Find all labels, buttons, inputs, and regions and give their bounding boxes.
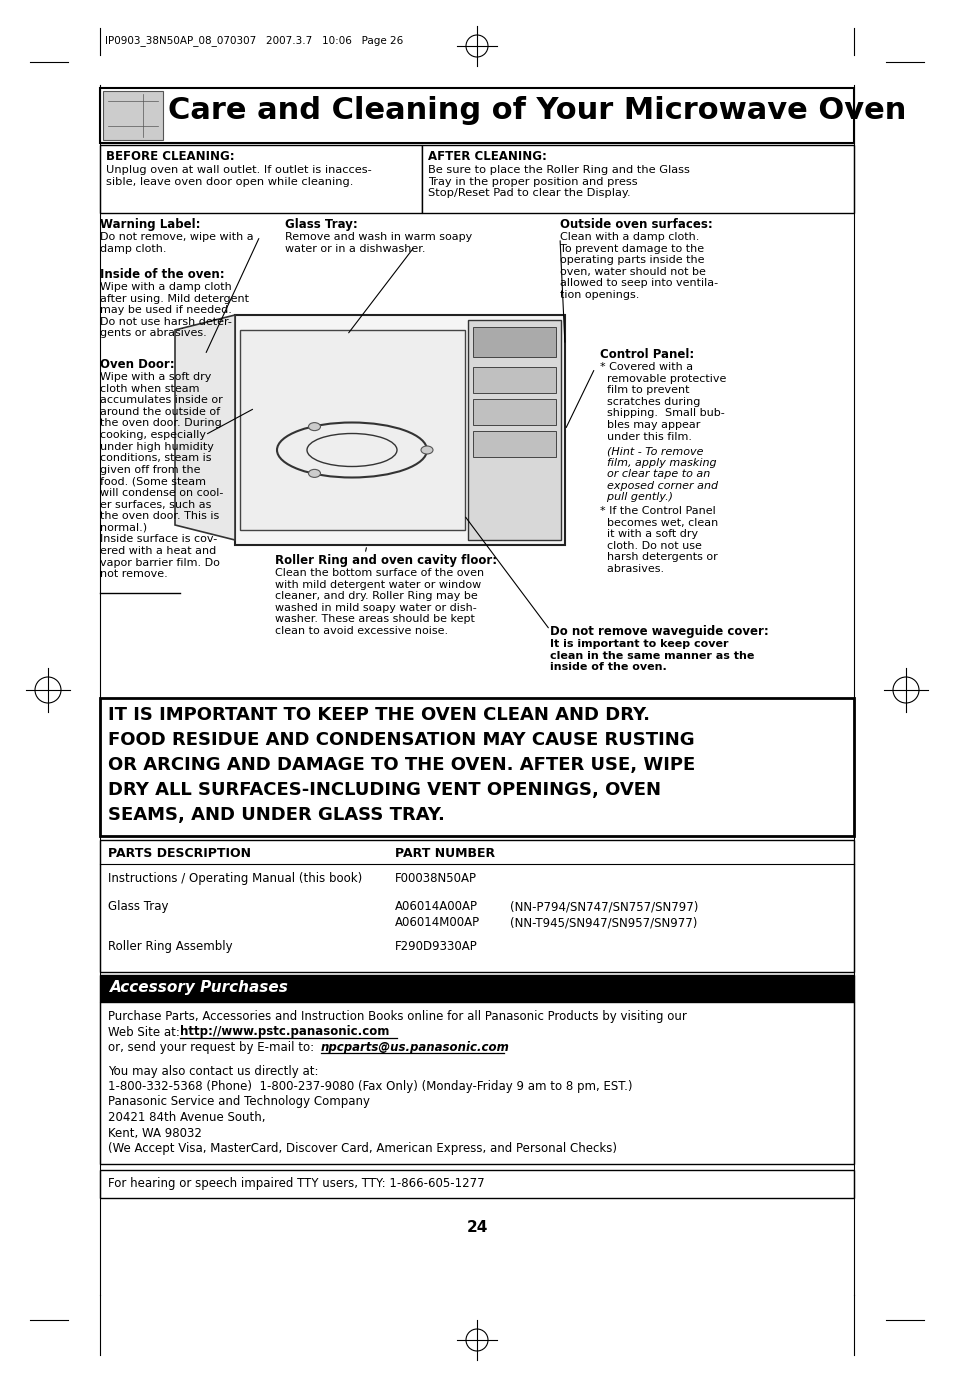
Text: * Covered with a
  removable protective
  film to prevent
  scratches during
  s: * Covered with a removable protective fi… bbox=[599, 362, 725, 441]
Text: Outside oven surfaces:: Outside oven surfaces: bbox=[559, 219, 712, 231]
Ellipse shape bbox=[308, 469, 320, 477]
Text: Glass Tray:: Glass Tray: bbox=[285, 219, 357, 231]
Text: npcparts@us.panasonic.com: npcparts@us.panasonic.com bbox=[320, 1041, 509, 1054]
Bar bbox=[103, 91, 163, 140]
Text: Clean the bottom surface of the oven
with mild detergent water or window
cleaner: Clean the bottom surface of the oven wit… bbox=[274, 568, 483, 636]
Polygon shape bbox=[174, 315, 234, 539]
Bar bbox=[100, 1170, 853, 1198]
Bar bbox=[100, 975, 853, 1003]
Bar bbox=[100, 839, 853, 972]
Text: F00038N50AP: F00038N50AP bbox=[395, 873, 476, 885]
Text: (NN-T945/SN947/SN957/SN977): (NN-T945/SN947/SN957/SN977) bbox=[510, 916, 697, 929]
Text: 24: 24 bbox=[466, 1220, 487, 1235]
Text: Roller Ring Assembly: Roller Ring Assembly bbox=[108, 940, 233, 953]
Text: Inside of the oven:: Inside of the oven: bbox=[100, 268, 224, 281]
Bar bbox=[473, 326, 556, 357]
Text: OR ARCING AND DAMAGE TO THE OVEN. AFTER USE, WIPE: OR ARCING AND DAMAGE TO THE OVEN. AFTER … bbox=[108, 757, 695, 774]
Text: AFTER CLEANING:: AFTER CLEANING: bbox=[428, 149, 546, 163]
Bar bbox=[473, 431, 556, 456]
Text: Panasonic Service and Technology Company: Panasonic Service and Technology Company bbox=[108, 1095, 370, 1109]
Text: http://www.pstc.panasonic.com: http://www.pstc.panasonic.com bbox=[180, 1026, 389, 1039]
Text: Wipe with a damp cloth
after using. Mild detergent
may be used if needed.
Do not: Wipe with a damp cloth after using. Mild… bbox=[100, 282, 249, 339]
Text: Warning Label:: Warning Label: bbox=[100, 219, 200, 231]
Text: DRY ALL SURFACES-INCLUDING VENT OPENINGS, OVEN: DRY ALL SURFACES-INCLUDING VENT OPENINGS… bbox=[108, 781, 660, 799]
Text: Unplug oven at wall outlet. If outlet is inacces-
sible, leave oven door open wh: Unplug oven at wall outlet. If outlet is… bbox=[106, 165, 372, 187]
Text: (Hint - To remove
  film, apply masking
  or clear tape to an
  exposed corner a: (Hint - To remove film, apply masking or… bbox=[599, 445, 718, 502]
Text: IT IS IMPORTANT TO KEEP THE OVEN CLEAN AND DRY.: IT IS IMPORTANT TO KEEP THE OVEN CLEAN A… bbox=[108, 705, 649, 723]
Text: Clean with a damp cloth.
To prevent damage to the
operating parts inside the
ove: Clean with a damp cloth. To prevent dama… bbox=[559, 232, 718, 300]
Text: PARTS DESCRIPTION: PARTS DESCRIPTION bbox=[108, 846, 251, 860]
Bar bbox=[234, 315, 564, 545]
Text: * If the Control Panel
  becomes wet, clean
  it with a soft dry
  cloth. Do not: * If the Control Panel becomes wet, clea… bbox=[599, 506, 718, 574]
Text: PART NUMBER: PART NUMBER bbox=[395, 846, 495, 860]
Text: You may also contact us directly at:: You may also contact us directly at: bbox=[108, 1065, 318, 1077]
Text: A06014A00AP: A06014A00AP bbox=[395, 900, 477, 913]
Text: F290D9330AP: F290D9330AP bbox=[395, 940, 477, 953]
Text: (NN-P794/SN747/SN757/SN797): (NN-P794/SN747/SN757/SN797) bbox=[510, 900, 698, 913]
Text: Roller Ring and oven cavity floor:: Roller Ring and oven cavity floor: bbox=[274, 555, 497, 567]
Text: Care and Cleaning of Your Microwave Oven: Care and Cleaning of Your Microwave Oven bbox=[168, 95, 905, 124]
Bar bbox=[100, 145, 421, 213]
Text: Do not remove waveguide cover:: Do not remove waveguide cover: bbox=[550, 625, 768, 638]
Text: A06014M00AP: A06014M00AP bbox=[395, 916, 479, 929]
Text: For hearing or speech impaired TTY users, TTY: 1-866-605-1277: For hearing or speech impaired TTY users… bbox=[108, 1177, 484, 1189]
Text: It is important to keep cover
clean in the same manner as the
inside of the oven: It is important to keep cover clean in t… bbox=[550, 639, 754, 672]
Bar bbox=[473, 366, 556, 393]
Text: Do not remove, wipe with a
damp cloth.: Do not remove, wipe with a damp cloth. bbox=[100, 232, 253, 253]
Ellipse shape bbox=[420, 445, 433, 454]
Text: BEFORE CLEANING:: BEFORE CLEANING: bbox=[106, 149, 234, 163]
Text: 20421 84th Avenue South,: 20421 84th Avenue South, bbox=[108, 1111, 265, 1124]
Text: Web Site at:: Web Site at: bbox=[108, 1026, 183, 1039]
Text: FOOD RESIDUE AND CONDENSATION MAY CAUSE RUSTING: FOOD RESIDUE AND CONDENSATION MAY CAUSE … bbox=[108, 732, 694, 750]
Text: 1-800-332-5368 (Phone)  1-800-237-9080 (Fax Only) (Monday-Friday 9 am to 8 pm, E: 1-800-332-5368 (Phone) 1-800-237-9080 (F… bbox=[108, 1080, 632, 1093]
Bar bbox=[240, 331, 464, 530]
Text: Glass Tray: Glass Tray bbox=[108, 900, 169, 913]
Bar bbox=[100, 698, 853, 835]
Bar bbox=[473, 400, 556, 425]
Text: Instructions / Operating Manual (this book): Instructions / Operating Manual (this bo… bbox=[108, 873, 362, 885]
Text: Control Panel:: Control Panel: bbox=[599, 349, 694, 361]
Text: Remove and wash in warm soapy
water or in a dishwasher.: Remove and wash in warm soapy water or i… bbox=[285, 232, 472, 253]
Ellipse shape bbox=[308, 423, 320, 430]
Bar bbox=[100, 1003, 853, 1164]
Text: Accessory Purchases: Accessory Purchases bbox=[110, 981, 289, 994]
Text: IP0903_38N50AP_08_070307   2007.3.7   10:06   Page 26: IP0903_38N50AP_08_070307 2007.3.7 10:06 … bbox=[105, 35, 403, 46]
Text: Kent, WA 98032: Kent, WA 98032 bbox=[108, 1127, 202, 1140]
Text: (We Accept Visa, MasterCard, Discover Card, American Express, and Personal Check: (We Accept Visa, MasterCard, Discover Ca… bbox=[108, 1142, 617, 1155]
Text: Be sure to place the Roller Ring and the Glass
Tray in the proper position and p: Be sure to place the Roller Ring and the… bbox=[428, 165, 689, 198]
Text: Oven Door:: Oven Door: bbox=[100, 358, 174, 371]
Text: Purchase Parts, Accessories and Instruction Books online for all Panasonic Produ: Purchase Parts, Accessories and Instruct… bbox=[108, 1010, 686, 1023]
Text: or, send your request by E-mail to:: or, send your request by E-mail to: bbox=[108, 1041, 317, 1054]
Text: Wipe with a soft dry
cloth when steam
accumulates inside or
around the outside o: Wipe with a soft dry cloth when steam ac… bbox=[100, 372, 223, 579]
Text: SEAMS, AND UNDER GLASS TRAY.: SEAMS, AND UNDER GLASS TRAY. bbox=[108, 806, 444, 824]
Bar bbox=[468, 319, 560, 539]
Bar bbox=[421, 145, 853, 213]
Bar bbox=[100, 89, 853, 142]
